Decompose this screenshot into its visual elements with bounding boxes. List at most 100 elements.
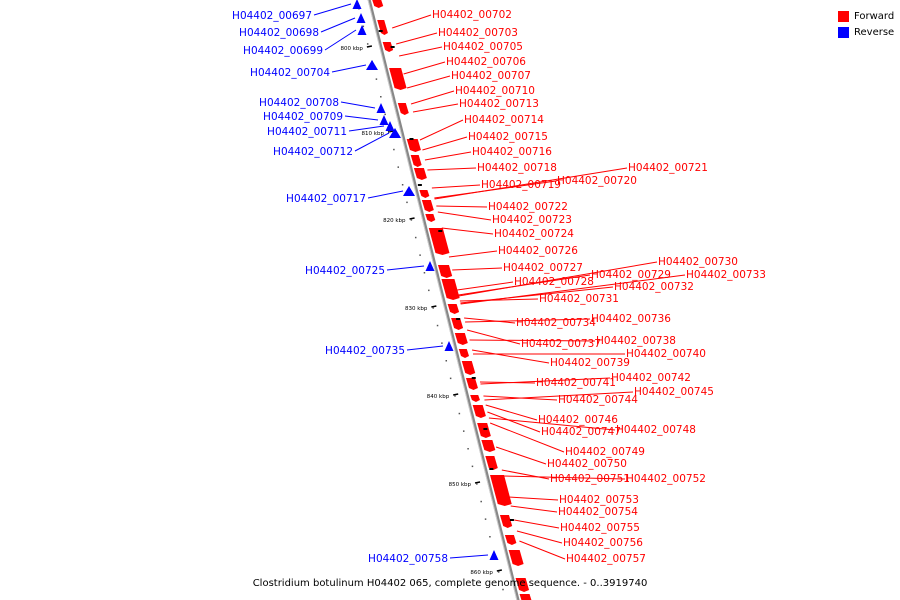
forward-gene-block <box>428 228 450 255</box>
reverse-gene-block <box>425 261 435 271</box>
reverse-gene-label: H04402_00712 <box>273 146 353 158</box>
forward-gene-block <box>389 68 407 90</box>
forward-gene-label: H04402_00732 <box>614 281 694 293</box>
forward-leader-line <box>396 32 438 45</box>
forward-gene-block <box>397 103 409 115</box>
forward-leader-line <box>510 505 558 513</box>
forward-gene-block <box>519 594 532 600</box>
forward-leader-line <box>441 227 494 235</box>
scale-label: 800 kbp <box>340 46 363 52</box>
reverse-gene-label: H04402_00709 <box>263 111 343 123</box>
scale-label: 820 kbp <box>383 218 406 224</box>
forward-gene-label: H04402_00730 <box>658 256 738 268</box>
forward-gene-label: H04402_00723 <box>492 214 572 226</box>
forward-leader-line <box>489 422 565 453</box>
scale-minor-dot <box>366 43 369 45</box>
forward-leader-line <box>480 377 611 385</box>
forward-gene-label: H04402_00715 <box>468 131 548 143</box>
forward-gene-block <box>515 578 530 592</box>
backbone-highlight <box>367 0 518 600</box>
reverse-gene-block <box>403 186 415 196</box>
reverse-gene-label: H04402_00711 <box>267 126 347 138</box>
forward-leader-line <box>434 167 628 200</box>
reverse-gene-label: H04402_00704 <box>250 67 330 79</box>
scale-minor-dot <box>362 25 365 28</box>
scale-label: 830 kbp <box>405 306 428 312</box>
forward-gene-block <box>454 333 468 345</box>
scale-minor-dot <box>436 324 439 327</box>
forward-gene-block <box>441 279 460 300</box>
forward-leader-line <box>466 329 521 345</box>
forward-leader-line <box>424 151 472 161</box>
reverse-gene-block <box>379 115 389 125</box>
legend-label-forward: Forward <box>854 10 895 22</box>
forward-gene-label: H04402_00722 <box>488 201 568 213</box>
forward-leader-line <box>437 211 492 221</box>
forward-leader-line <box>508 496 559 501</box>
forward-gene-block <box>485 456 498 470</box>
feature-mark <box>417 184 422 186</box>
forward-gene-block <box>382 42 394 52</box>
forward-leader-line <box>427 167 477 171</box>
forward-leader-line <box>406 75 451 89</box>
scale-minor-dot <box>454 395 456 397</box>
feature-mark <box>390 46 395 48</box>
forward-leader-line <box>448 250 498 258</box>
forward-leader-line <box>431 184 481 189</box>
forward-gene-block <box>472 405 486 418</box>
scale-tick <box>474 481 481 484</box>
scale-tick <box>453 393 459 396</box>
reverse-gene-label: H04402_00708 <box>259 97 339 109</box>
forward-leader-line <box>488 417 616 431</box>
reverse-gene-block <box>356 13 366 23</box>
feature-mark <box>489 468 494 470</box>
forward-gene-block <box>425 214 436 222</box>
forward-gene-block <box>421 200 434 212</box>
forward-leader-line <box>465 318 591 323</box>
scale-minor-dot <box>410 219 413 221</box>
forward-gene-block <box>499 515 513 528</box>
forward-gene-block <box>470 395 480 402</box>
feature-mark <box>509 519 514 521</box>
forward-gene-label: H04402_00724 <box>494 228 574 240</box>
forward-gene-label: H04402_00710 <box>455 85 535 97</box>
scale-minor-dot <box>458 412 461 415</box>
feature-mark <box>456 318 461 320</box>
reverse-leader-line <box>320 17 356 33</box>
forward-gene-block <box>437 265 453 278</box>
forward-gene-label: H04402_00757 <box>566 553 646 565</box>
scale-minor-dot <box>401 184 404 186</box>
forward-gene-label: H04402_00714 <box>464 114 544 126</box>
reverse-leader-line <box>313 3 352 16</box>
forward-gene-label: H04402_00748 <box>616 424 696 436</box>
forward-swatch-icon <box>838 10 849 22</box>
forward-gene-label: H04402_00728 <box>514 276 594 288</box>
forward-leader-line <box>419 119 464 141</box>
scale-minor-dot <box>432 307 434 309</box>
reverse-gene-label: H04402_00717 <box>286 193 366 205</box>
forward-leader-line <box>452 267 503 271</box>
forward-gene-label: H04402_00754 <box>558 506 638 518</box>
scale-minor-dot <box>462 430 465 432</box>
reverse-leader-line <box>406 345 444 351</box>
reverse-gene-label: H04402_00699 <box>243 45 323 57</box>
reverse-leader-line <box>344 115 379 121</box>
scale-minor-dot <box>375 78 378 80</box>
forward-gene-label: H04402_00737 <box>521 338 601 350</box>
scale-minor-dot <box>423 272 426 274</box>
scale-minor-dot <box>449 377 452 380</box>
forward-gene-label: H04402_00721 <box>628 162 708 174</box>
reverse-gene-label: H04402_00735 <box>325 345 405 357</box>
forward-leader-line <box>460 274 686 305</box>
forward-gene-label: H04402_00755 <box>560 522 640 534</box>
scale-minor-dot <box>388 131 391 133</box>
scale-minor-dot <box>414 236 417 239</box>
reverse-gene-block <box>366 60 378 70</box>
forward-gene-block <box>419 190 430 198</box>
legend-item-reverse: Reverse <box>838 24 894 40</box>
forward-leader-line <box>519 540 566 560</box>
reverse-gene-block <box>444 341 454 351</box>
reverse-leader-line <box>324 29 357 51</box>
reverse-gene-block <box>352 0 362 9</box>
forward-gene-block <box>508 550 524 566</box>
